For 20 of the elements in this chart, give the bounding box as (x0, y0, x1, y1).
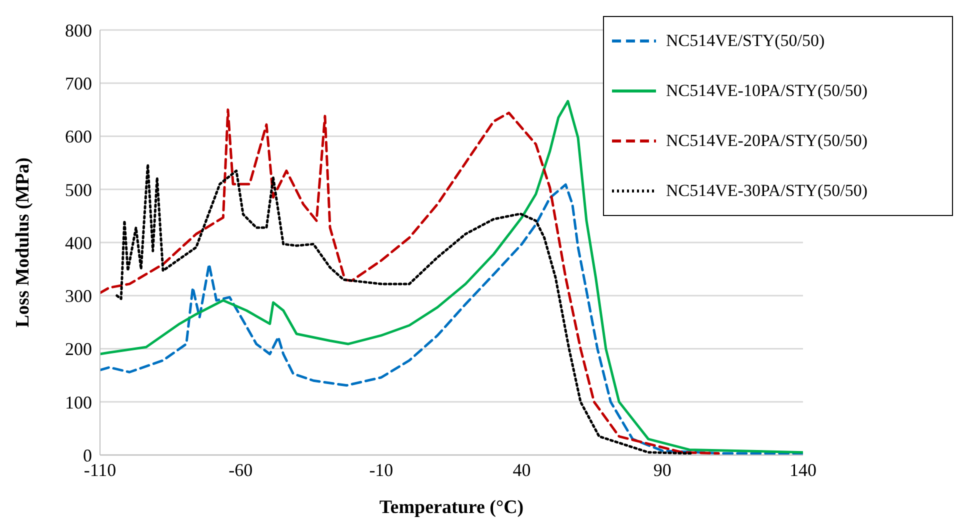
legend-label: NC514VE-30PA/STY(50/50) (666, 181, 868, 201)
x-tick-label: 140 (790, 460, 816, 480)
y-tick-label: 500 (65, 180, 92, 200)
y-axis-title: Loss Modulus (MPa) (12, 158, 34, 328)
y-tick-label: 600 (65, 126, 92, 147)
y-tick-label: 200 (65, 339, 92, 360)
x-tick-label: 90 (653, 460, 672, 480)
y-tick-label: 0 (83, 445, 92, 466)
y-tick-label: 100 (65, 392, 92, 412)
legend-label: NC514VE-10PA/STY(50/50) (666, 81, 868, 101)
legend-label: NC514VE/STY(50/50) (666, 31, 825, 51)
y-tick-label: 700 (65, 74, 92, 94)
x-tick-label: -10 (369, 460, 394, 480)
legend-label: NC514VE-20PA/STY(50/50) (666, 131, 868, 151)
x-tick-label: -60 (228, 460, 253, 480)
y-tick-label: 400 (65, 232, 92, 253)
x-tick-label: 40 (512, 460, 531, 480)
y-tick-label: 300 (65, 286, 92, 306)
y-tick-label: 800 (65, 20, 92, 40)
x-axis-title: Temperature (°C) (379, 497, 524, 518)
